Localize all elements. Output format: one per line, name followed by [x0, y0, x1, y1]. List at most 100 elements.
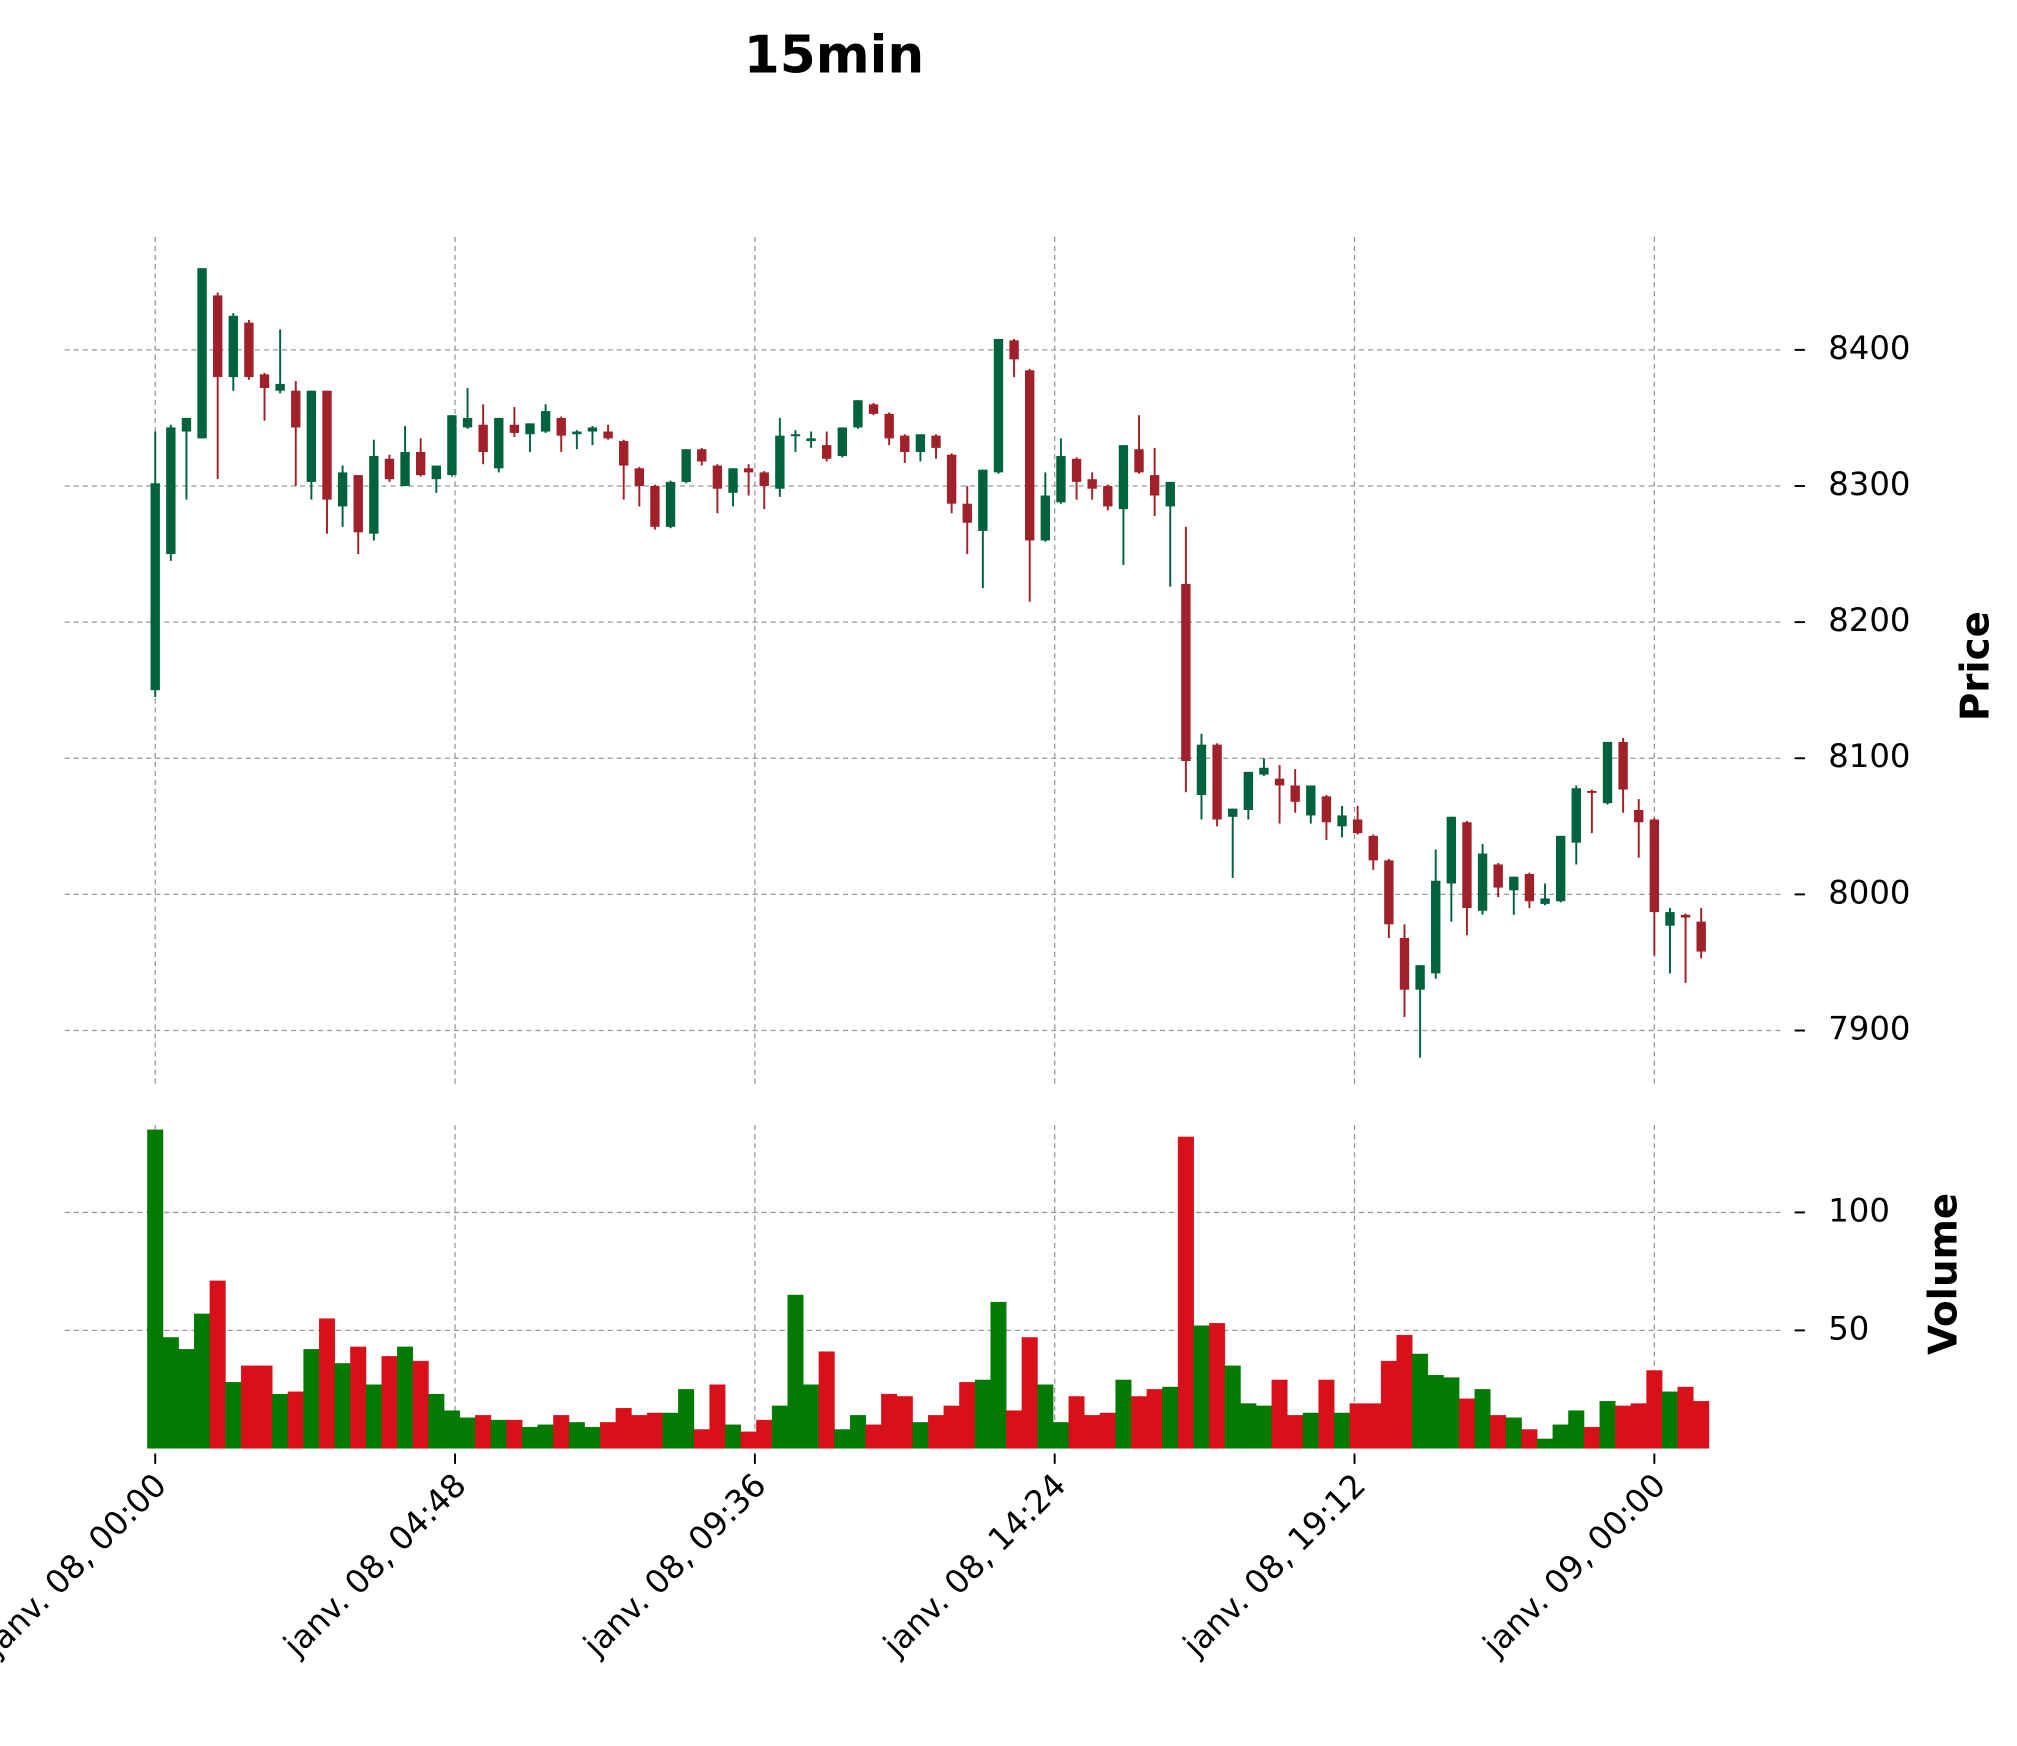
- candle-body: [665, 481, 676, 527]
- volume-bar: [490, 1419, 507, 1449]
- volume-bar: [615, 1408, 632, 1449]
- volume-bar: [287, 1391, 304, 1449]
- candle-body: [884, 413, 894, 439]
- volume-bar: [849, 1415, 866, 1449]
- volume-bar: [1193, 1325, 1210, 1449]
- volume-bar: [350, 1346, 367, 1449]
- volume-bar: [1615, 1405, 1632, 1449]
- volume-bar: [990, 1301, 1007, 1449]
- volume-bar: [1240, 1403, 1257, 1449]
- candle-body: [1071, 458, 1082, 482]
- candle-body: [1009, 340, 1019, 360]
- candle-body: [150, 483, 160, 691]
- candle-body: [431, 465, 441, 480]
- volume-bar: [537, 1424, 554, 1449]
- candle-body: [306, 390, 317, 482]
- volume-bar: [318, 1318, 335, 1449]
- candle-body: [197, 268, 207, 439]
- candle-body: [244, 322, 254, 378]
- candle-body: [993, 338, 1004, 473]
- volume-bar: [147, 1129, 164, 1449]
- candle-body: [728, 468, 738, 493]
- candle-body: [572, 431, 582, 435]
- x-tick-label: janv. 08, 14:24: [875, 1466, 1073, 1664]
- volume-bar: [943, 1405, 960, 1449]
- volume-bar: [1599, 1400, 1616, 1449]
- candle-body: [868, 404, 879, 414]
- volume-bar: [1146, 1389, 1163, 1449]
- candle-body: [1602, 741, 1613, 804]
- candle-body: [619, 441, 629, 466]
- volume-bar: [1021, 1337, 1038, 1449]
- volume-bar: [959, 1382, 976, 1449]
- volume-bar: [756, 1419, 773, 1449]
- candle-body: [1103, 485, 1113, 507]
- candle-body: [322, 390, 332, 500]
- candle-body: [478, 424, 488, 452]
- volume-bar: [1443, 1377, 1460, 1449]
- candle-body: [790, 434, 801, 437]
- y-tick-label: 8300: [1828, 465, 1910, 503]
- volume-bar: [1334, 1412, 1351, 1449]
- candle-body: [1243, 771, 1254, 810]
- candle-body: [1149, 475, 1160, 496]
- volume-bar: [303, 1349, 320, 1449]
- y-axis-label: Price: [1954, 611, 1999, 721]
- candle-body: [1321, 796, 1332, 823]
- candle-body: [447, 415, 457, 476]
- candle-body: [1680, 914, 1691, 918]
- volume-bar: [1490, 1415, 1507, 1449]
- volume-bar: [1177, 1136, 1194, 1449]
- volume-bar: [272, 1393, 289, 1449]
- candle-body: [1587, 790, 1597, 793]
- volume-axis-label: Volume: [1921, 1193, 1966, 1355]
- candle-body: [712, 465, 723, 489]
- candle-body: [1212, 744, 1222, 820]
- volume-bar: [1099, 1412, 1116, 1449]
- volume-bar: [928, 1415, 945, 1449]
- candle-body: [634, 468, 644, 486]
- candle-body: [1165, 481, 1175, 507]
- volume-bar: [1552, 1424, 1569, 1449]
- x-tick-label: janv. 08, 04:48: [275, 1466, 473, 1664]
- candle-body: [1087, 479, 1097, 489]
- volume-bar: [1068, 1396, 1085, 1449]
- volume-bar: [1302, 1412, 1319, 1449]
- candle-body: [1040, 495, 1051, 541]
- candle-body: [259, 374, 270, 388]
- candle-body: [1337, 815, 1347, 827]
- volume-bar: [1380, 1360, 1397, 1449]
- candle-body: [416, 451, 426, 476]
- candle-body: [291, 390, 301, 428]
- candle-body: [1634, 809, 1644, 823]
- volume-bar: [459, 1417, 476, 1449]
- candle-body: [400, 451, 410, 486]
- volume-bar: [1084, 1415, 1101, 1449]
- candle-body: [1540, 898, 1550, 904]
- candle-body: [556, 417, 566, 436]
- candle-body: [1649, 819, 1660, 913]
- candle-body: [650, 485, 660, 527]
- candle-body: [275, 383, 285, 391]
- volume-bar: [1115, 1379, 1132, 1449]
- volume-bar: [381, 1356, 398, 1449]
- volume-bar: [209, 1280, 226, 1449]
- volume-bar: [584, 1426, 601, 1449]
- candle-body: [853, 400, 863, 428]
- volume-bar: [334, 1363, 351, 1449]
- candle-body: [1290, 785, 1300, 802]
- volume-bar: [428, 1393, 445, 1449]
- volume-bar: [1583, 1426, 1600, 1449]
- volume-bar: [412, 1360, 429, 1449]
- volume-bar: [475, 1415, 492, 1449]
- volume-bar: [803, 1384, 820, 1449]
- candle-body: [337, 472, 348, 507]
- candle-body: [494, 417, 504, 469]
- candle-body: [1509, 876, 1519, 891]
- candle-body: [462, 417, 473, 428]
- chart-title: 15min: [744, 25, 924, 85]
- volume-bar: [194, 1313, 211, 1449]
- volume-bar: [1365, 1403, 1382, 1449]
- volume-bar: [1693, 1400, 1710, 1449]
- x-tick-label: janv. 08, 19:12: [1175, 1466, 1373, 1664]
